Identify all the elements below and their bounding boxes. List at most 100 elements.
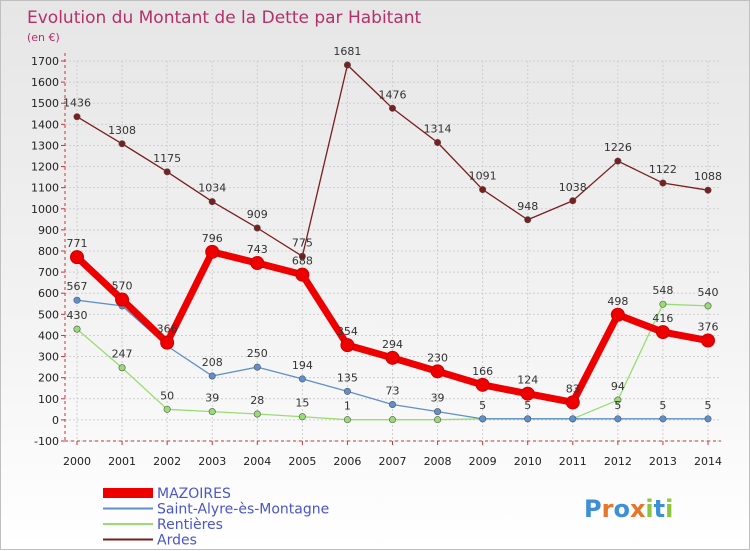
logo-letter: o	[613, 495, 630, 523]
data-point-saint-alyre-es-montagne	[253, 363, 261, 371]
data-label-rentieres: 15	[295, 397, 309, 410]
data-point-saint-alyre-es-montagne	[614, 415, 622, 423]
axes: -100 0 100 200 300 400 500 600 700 800 900 1000 1100…	[31, 53, 722, 468]
data-point-ardes	[524, 216, 532, 224]
y-tick-label: 1600	[31, 76, 59, 89]
data-label-ardes: 1226	[604, 141, 632, 154]
data-point-mazoires	[340, 338, 355, 353]
data-label-ardes: 1038	[559, 181, 587, 194]
x-tick-label: 2003	[198, 455, 226, 468]
data-label-ardes: 775	[292, 236, 313, 249]
proxiti-logo-text: Proxiti	[584, 495, 673, 523]
data-point-rentieres	[704, 302, 712, 310]
y-tick-label: 1000	[31, 203, 59, 216]
data-point-saint-alyre-es-montagne	[704, 415, 712, 423]
data-point-saint-alyre-es-montagne	[208, 372, 216, 380]
data-label-mazoires: 796	[202, 232, 223, 245]
data-label-rentieres: 1	[344, 400, 351, 413]
data-point-saint-alyre-es-montagne	[388, 400, 396, 408]
logo-letter: i	[645, 495, 653, 523]
data-label-mazoires: 570	[112, 280, 133, 293]
data-label-ardes: 948	[517, 200, 538, 213]
x-tick-label: 2010	[514, 455, 542, 468]
x-tick-label: 2007	[379, 455, 407, 468]
data-point-ardes	[298, 252, 306, 260]
data-label-rentieres: 540	[698, 286, 719, 299]
data-point-saint-alyre-es-montagne	[569, 415, 577, 423]
data-point-rentieres	[253, 410, 261, 418]
data-label-saint-alyre-es-montagne: 135	[337, 371, 358, 384]
data-point-saint-alyre-es-montagne	[659, 415, 667, 423]
data-label-mazoires: 688	[292, 255, 313, 268]
y-tick-label: 1700	[31, 55, 59, 68]
data-point-ardes	[163, 168, 171, 176]
x-tick-label: 2004	[243, 455, 271, 468]
data-label-rentieres: 430	[67, 309, 88, 322]
data-point-rentieres	[388, 416, 396, 424]
data-point-saint-alyre-es-montagne	[524, 415, 532, 423]
data-label-ardes: 1091	[469, 170, 497, 183]
data-point-rentieres	[298, 413, 306, 421]
data-point-ardes	[659, 179, 667, 187]
data-point-mazoires	[70, 250, 84, 265]
data-point-ardes	[73, 113, 81, 121]
data-point-rentieres	[73, 325, 81, 333]
data-label-rentieres: 548	[652, 284, 673, 297]
y-tick-label: 1100	[31, 182, 59, 195]
data-label-saint-alyre-es-montagne: 5	[705, 399, 712, 412]
y-tick-label: 1500	[31, 97, 59, 110]
logo-letter: r	[602, 495, 614, 523]
data-point-saint-alyre-es-montagne	[298, 375, 306, 383]
data-point-rentieres	[434, 416, 442, 424]
x-tick-label: 2011	[559, 455, 587, 468]
data-point-mazoires	[610, 307, 625, 322]
data-point-saint-alyre-es-montagne	[434, 408, 442, 416]
legend-item-ardes: Ardes	[103, 533, 197, 549]
y-tick-label: 1200	[31, 161, 59, 174]
data-point-saint-alyre-es-montagne	[343, 387, 351, 395]
data-point-rentieres	[208, 408, 216, 416]
data-label-ardes: 1034	[198, 182, 226, 195]
data-label-saint-alyre-es-montagne: 208	[202, 356, 223, 369]
y-tick-label: 400	[38, 329, 59, 342]
y-tick-label: 800	[38, 245, 59, 258]
legend-label: Ardes	[157, 533, 197, 549]
data-label-mazoires: 124	[517, 374, 538, 387]
logo-letter: i	[665, 495, 673, 523]
data-point-ardes	[614, 157, 622, 165]
y-tick-label: 1300	[31, 139, 59, 152]
data-labels: 1436 1308 1175 1034 909 775 1681 1476 1314 1091 94…	[63, 45, 722, 413]
data-label-saint-alyre-es-montagne: 250	[247, 347, 268, 360]
x-tick-label: 2006	[333, 455, 361, 468]
data-label-mazoires: 294	[382, 338, 403, 351]
logo-letter: t	[654, 495, 665, 523]
data-label-mazoires: 166	[472, 365, 493, 378]
data-label-rentieres: 28	[250, 394, 264, 407]
data-point-ardes	[343, 61, 351, 69]
data-label-ardes: 1681	[333, 45, 361, 58]
y-tick-label: 900	[38, 224, 59, 237]
x-tick-label: 2012	[604, 455, 632, 468]
x-tick-label: 2002	[153, 455, 181, 468]
legend-item-saint-alyre-es-montagne: Saint-Alyre-ès-Montagne	[103, 502, 329, 518]
legend-label: Saint-Alyre-ès-Montagne	[157, 502, 329, 518]
data-point-mazoires	[385, 350, 400, 365]
proxiti-logo: Proxiti	[584, 495, 673, 523]
data-point-mazoires	[655, 325, 670, 340]
data-label-mazoires: 743	[247, 243, 268, 256]
data-label-ardes: 1436	[63, 97, 91, 110]
y-tick-label: 700	[38, 266, 59, 279]
data-point-mazoires	[250, 256, 265, 271]
logo-letter: P	[584, 495, 602, 523]
data-label-saint-alyre-es-montagne: 194	[292, 359, 313, 372]
x-tick-label: 2001	[108, 455, 136, 468]
data-label-saint-alyre-es-montagne: 5	[659, 399, 666, 412]
y-tick-label: 600	[38, 287, 59, 300]
y-tick-label: 0	[52, 414, 59, 427]
data-point-mazoires	[115, 292, 130, 307]
y-tick-label: 100	[38, 393, 59, 406]
legend-label: Rentières	[157, 517, 223, 533]
data-point-rentieres	[118, 364, 126, 372]
x-tick-label: 2013	[649, 455, 677, 468]
data-point-ardes	[479, 186, 487, 194]
